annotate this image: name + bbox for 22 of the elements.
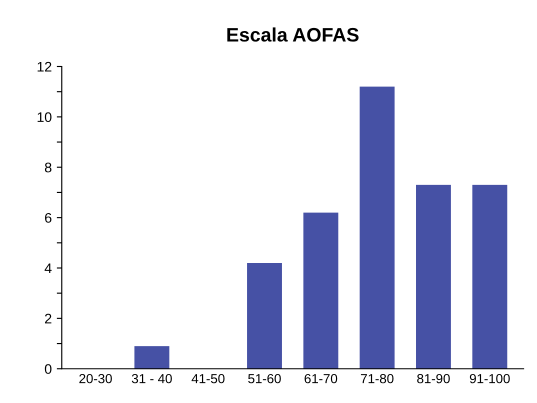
y-tick-label: 2 xyxy=(45,314,52,324)
x-tick-label: 81-90 xyxy=(417,374,450,384)
x-tick-label: 51-60 xyxy=(248,374,281,384)
x-tick-label: 71-80 xyxy=(360,374,394,384)
bar xyxy=(416,184,451,369)
x-tick-label: 31 - 40 xyxy=(132,374,172,384)
bar xyxy=(303,212,338,369)
y-tick-label: 10 xyxy=(38,112,52,122)
x-tick-label: 61-70 xyxy=(304,374,338,384)
bar xyxy=(472,184,508,369)
x-tick-label: 41-50 xyxy=(192,374,225,384)
x-tick-label: 20-30 xyxy=(79,374,112,384)
y-tick-label: 6 xyxy=(45,212,52,223)
y-tick-label: 4 xyxy=(44,263,52,274)
x-tick-label: 91-100 xyxy=(470,374,510,384)
bar xyxy=(134,346,170,369)
bar xyxy=(360,86,395,369)
y-tick-label: 8 xyxy=(44,162,52,172)
bar xyxy=(247,262,282,369)
y-tick-label: 12 xyxy=(38,62,52,72)
y-tick-label: 0 xyxy=(44,364,52,374)
chart-title: Escala AOFAS xyxy=(227,27,359,42)
